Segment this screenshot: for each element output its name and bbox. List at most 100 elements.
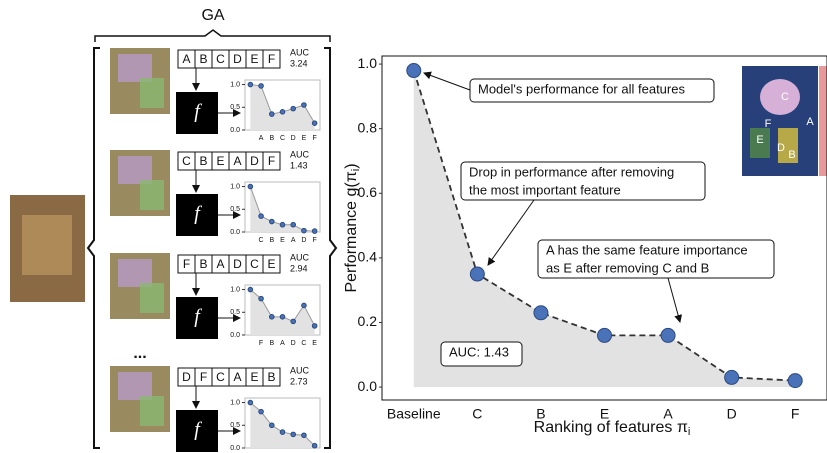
auc-label: AUC [290,365,310,375]
function-box [176,297,218,339]
annotation-box [537,239,775,279]
annotation: Drop in performance after removing [469,164,674,179]
point [279,221,286,228]
point [279,314,286,320]
function-box [176,194,218,236]
y-axis-title-subscript: i [350,169,362,171]
y-tick-label: 0.0 [230,332,240,339]
auc-label: AUC [290,252,310,262]
feature-letter: F [200,370,207,384]
y-tick-label: 1.0 [230,399,240,406]
feature-letter: E [250,52,258,66]
feature-letter: A [182,52,190,66]
point [268,111,275,117]
y-tick-label: 0.0 [230,445,240,452]
arrow [487,199,535,266]
bracket-left [86,47,100,449]
inset-text: D [777,142,785,154]
feature-letter: E [216,154,224,168]
x-tick-label: E [280,237,285,244]
y-axis-title: Performance g(πi) [343,163,362,292]
annotation-box [460,161,706,201]
point [247,81,254,88]
function-box [176,92,218,134]
point [279,109,286,115]
annotation: A has the same feature importance [546,242,748,257]
feature-box [262,367,281,387]
auc-label: AUC [290,149,310,159]
region [778,128,798,163]
ga-brace [94,29,331,42]
feature-letter: D [233,257,242,271]
point [258,83,264,89]
point [787,373,803,389]
x-tick-label: A [663,405,673,421]
point [724,369,740,385]
point [290,221,297,228]
point [311,323,318,329]
y-tick-label: 1.0 [230,286,240,293]
function-label: f [194,203,202,225]
point [406,63,422,79]
feature-letter: D [182,370,191,384]
x-tick-label: A [291,237,296,244]
leopard [22,215,72,275]
region [750,128,770,158]
y-tick-label: 0.0 [230,229,240,236]
x-tick-label: D [727,405,737,421]
y-axis-title-suffix: ) [343,163,360,168]
point [660,327,676,343]
auc-value: 3.24 [290,58,308,68]
point [301,102,307,108]
x-axis-title-subscript: i [688,426,690,438]
y-tick-label: 1.0 [358,55,378,71]
annotation: the most important feature [469,182,621,197]
feature-box [262,254,281,274]
ellipsis: ... [133,345,146,362]
function-label: f [194,419,202,441]
x-tick-label: Baseline [387,405,441,421]
point [268,218,275,225]
x-tick-label: B [269,135,274,142]
x-tick-label: C [472,405,482,421]
feature-letter: C [250,257,259,271]
arrow [423,71,471,91]
function-box [176,410,218,452]
point [247,399,254,406]
feature-letter: F [268,52,275,66]
x-tick-label: D [291,135,296,142]
point [311,120,318,126]
feature-letter: F [183,257,190,271]
annotation-box [469,78,715,103]
point [247,286,254,293]
point [268,314,275,320]
x-tick-label: C [301,340,306,347]
point [533,305,549,321]
auc-value: 2.73 [290,376,308,386]
inset-text: A [806,116,814,128]
feature-letter: B [199,257,207,271]
function-label: f [194,306,202,328]
point [258,213,264,219]
x-tick-label: F [791,405,800,421]
x-tick-label: C [259,237,264,244]
y-tick-label: 0.8 [358,119,378,135]
point [290,318,297,325]
area [413,70,796,388]
area [250,186,315,232]
y-tick-label: 0.0 [230,127,240,134]
bracket-right [324,47,338,449]
arrow [667,277,683,323]
feature-letter: B [199,52,207,66]
y-tick-label: 0.5 [230,206,240,213]
feature-box [262,49,281,69]
x-tick-label: E [600,405,609,421]
inset-text: C [781,91,789,103]
mask-region [140,180,164,210]
x-tick-label: F [259,340,263,347]
feature-letter: C [216,52,225,66]
point [469,266,485,282]
region [760,79,800,115]
y-axis-title-text: Performance g(π [343,171,360,292]
point [311,228,318,234]
